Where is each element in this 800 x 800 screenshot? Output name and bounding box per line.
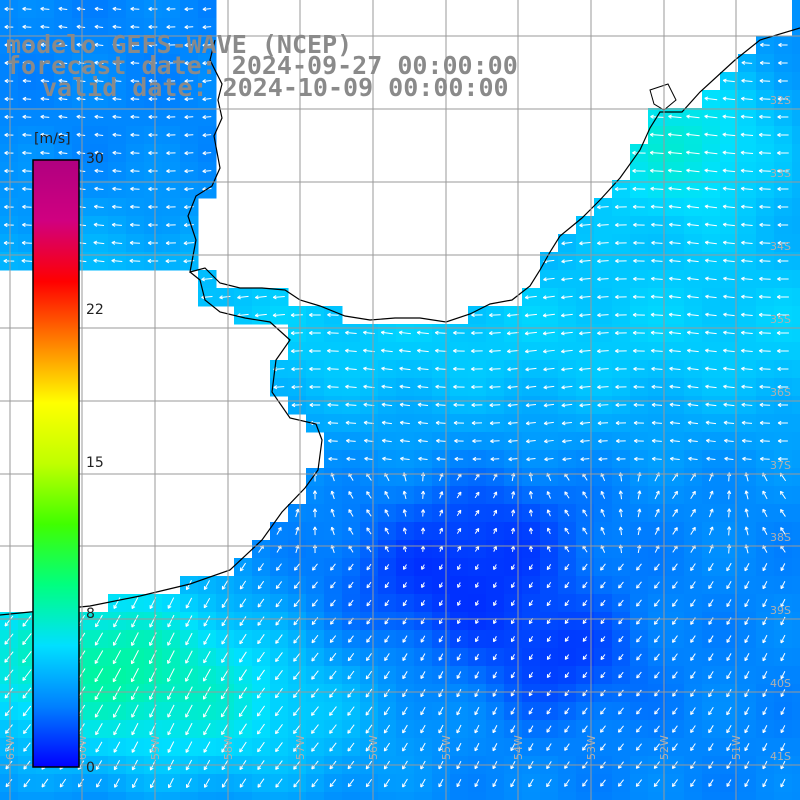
colorbar-unit: [m/s] [34,131,71,147]
colorbar-gradient [32,159,80,768]
wind-cell [792,108,800,127]
wind-cell [792,54,800,73]
colorbar-tick-15: 15 [86,455,104,471]
wind-cell [792,180,800,199]
wind-cell [792,36,800,55]
colorbar-tick-30: 30 [86,151,104,167]
wind-cell [792,0,800,19]
wind-cell [792,126,800,145]
wind-cell [792,90,800,109]
colorbar-tick-8: 8 [86,606,95,622]
wind-cell [792,162,800,181]
wind-cell [792,72,800,91]
wind-cell [792,18,800,37]
colorbar-tick-22: 22 [86,302,104,318]
colorbar-tick-0: 0 [86,760,95,776]
wind-cell [792,144,800,163]
